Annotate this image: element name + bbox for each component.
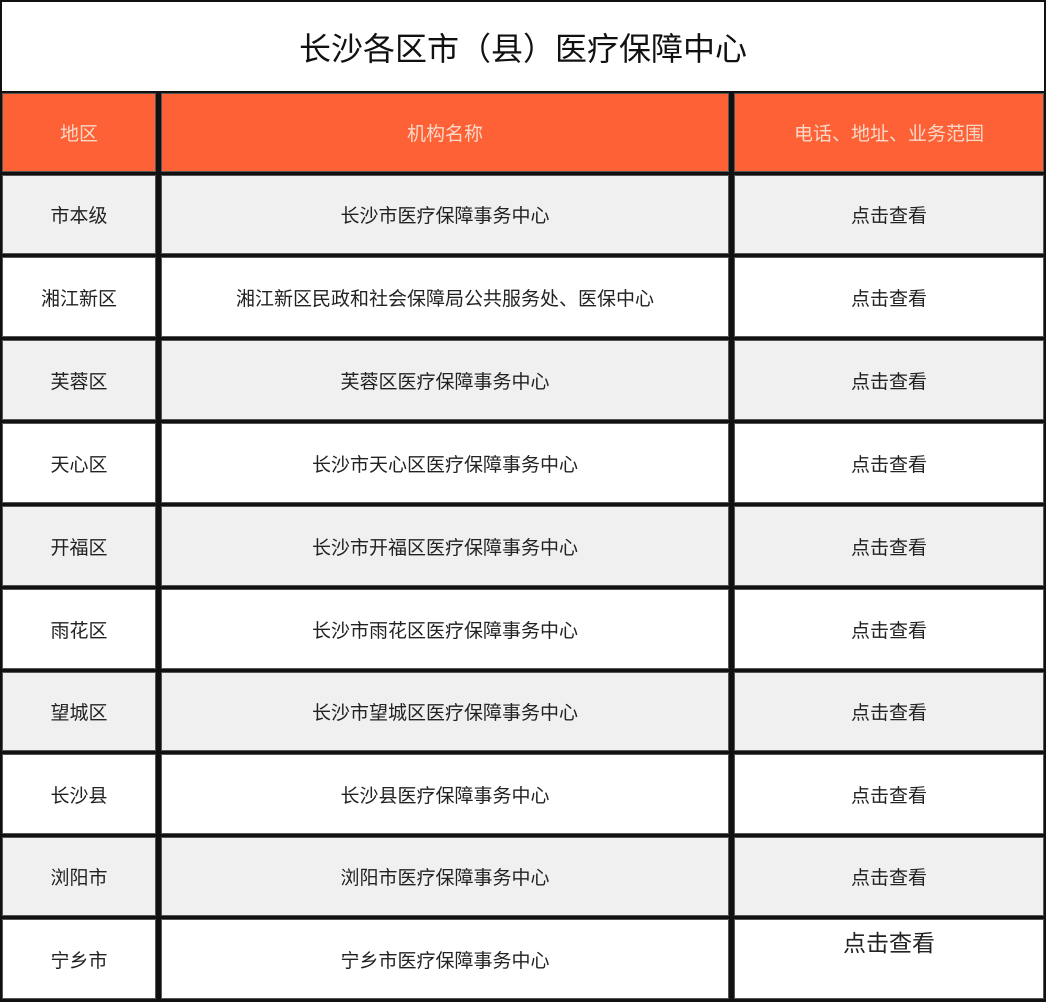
table-row: 天心区 长沙市天心区医疗保障事务中心 点击查看 — [0, 423, 1046, 506]
org-name-cell: 浏阳市医疗保障事务中心 — [161, 837, 729, 916]
view-details-link[interactable]: 点击查看 — [734, 340, 1044, 420]
org-name-cell: 湘江新区民政和社会保障局公共服务处、医保中心 — [161, 257, 729, 337]
region-cell: 天心区 — [2, 423, 156, 503]
region-cell: 雨花区 — [2, 589, 156, 669]
page-title: 长沙各区市（县）医疗保障中心 — [0, 0, 1046, 91]
org-name-cell: 长沙市医疗保障事务中心 — [161, 175, 729, 254]
view-details-link[interactable]: 点击查看 — [734, 506, 1044, 586]
region-cell: 浏阳市 — [2, 837, 156, 916]
region-cell: 湘江新区 — [2, 257, 156, 337]
table-row: 市本级 长沙市医疗保障事务中心 点击查看 — [0, 175, 1046, 258]
view-details-link[interactable]: 点击查看 — [734, 257, 1044, 337]
region-cell: 开福区 — [2, 506, 156, 586]
table-row: 芙蓉区 芙蓉区医疗保障事务中心 点击查看 — [0, 340, 1046, 423]
table-row: 长沙县 长沙县医疗保障事务中心 点击查看 — [0, 754, 1046, 837]
org-name-cell: 长沙市雨花区医疗保障事务中心 — [161, 589, 729, 669]
table-row: 浏阳市 浏阳市医疗保障事务中心 点击查看 — [0, 837, 1046, 920]
org-name-cell: 长沙市天心区医疗保障事务中心 — [161, 423, 729, 503]
table-header-row: 地区 机构名称 电话、地址、业务范围 — [0, 93, 1046, 176]
org-name-cell: 芙蓉区医疗保障事务中心 — [161, 340, 729, 420]
view-details-link[interactable]: 点击查看 — [734, 672, 1044, 751]
region-cell: 长沙县 — [2, 754, 156, 834]
view-details-link[interactable]: 点击查看 — [734, 754, 1044, 834]
header-details: 电话、地址、业务范围 — [734, 93, 1044, 172]
table-row: 湘江新区 湘江新区民政和社会保障局公共服务处、医保中心 点击查看 — [0, 257, 1046, 340]
view-details-link[interactable]: 点击查看 — [734, 837, 1044, 916]
org-name-cell: 长沙县医疗保障事务中心 — [161, 754, 729, 834]
org-name-cell: 长沙市望城区医疗保障事务中心 — [161, 672, 729, 751]
table-row: 开福区 长沙市开福区医疗保障事务中心 点击查看 — [0, 506, 1046, 589]
view-details-link[interactable]: 点击查看 — [734, 175, 1044, 254]
view-details-link[interactable]: 点击查看 — [734, 423, 1044, 503]
region-cell: 市本级 — [2, 175, 156, 254]
org-name-cell: 长沙市开福区医疗保障事务中心 — [161, 506, 729, 586]
region-cell: 望城区 — [2, 672, 156, 751]
view-details-link[interactable]: 点击查看 — [734, 589, 1044, 669]
header-org: 机构名称 — [161, 93, 729, 172]
table-row: 宁乡市 宁乡市医疗保障事务中心 点击查看 — [0, 919, 1046, 1002]
region-cell: 芙蓉区 — [2, 340, 156, 420]
region-cell: 宁乡市 — [2, 919, 156, 999]
table-row: 望城区 长沙市望城区医疗保障事务中心 点击查看 — [0, 672, 1046, 755]
table-row: 雨花区 长沙市雨花区医疗保障事务中心 点击查看 — [0, 589, 1046, 672]
header-region: 地区 — [2, 93, 156, 172]
view-details-link[interactable]: 点击查看 — [734, 919, 1044, 999]
org-name-cell: 宁乡市医疗保障事务中心 — [161, 919, 729, 999]
